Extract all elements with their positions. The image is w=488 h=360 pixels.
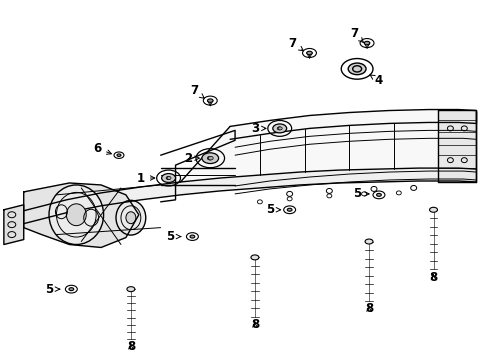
Text: 5: 5 [352, 188, 368, 201]
Text: 8: 8 [250, 318, 259, 331]
Text: 6: 6 [93, 142, 111, 155]
Ellipse shape [69, 288, 74, 291]
Ellipse shape [347, 63, 366, 75]
Ellipse shape [364, 41, 369, 45]
Ellipse shape [202, 153, 218, 163]
Ellipse shape [66, 204, 86, 226]
Ellipse shape [286, 208, 291, 211]
Text: 8: 8 [428, 271, 437, 284]
Ellipse shape [208, 156, 213, 160]
Text: 5: 5 [166, 230, 181, 243]
Ellipse shape [116, 201, 145, 235]
Text: 5: 5 [265, 203, 280, 216]
Ellipse shape [207, 156, 212, 160]
Polygon shape [180, 109, 475, 182]
Ellipse shape [167, 176, 171, 180]
Ellipse shape [306, 51, 312, 55]
Polygon shape [438, 109, 475, 182]
Ellipse shape [365, 239, 372, 244]
Ellipse shape [127, 287, 135, 292]
Ellipse shape [272, 124, 286, 133]
Ellipse shape [278, 127, 282, 130]
Text: 7: 7 [349, 27, 363, 42]
Ellipse shape [250, 255, 258, 260]
Text: 8: 8 [364, 302, 372, 315]
Polygon shape [24, 183, 139, 247]
Text: 4: 4 [369, 74, 382, 87]
Ellipse shape [428, 207, 437, 212]
Polygon shape [230, 109, 475, 139]
Text: 7: 7 [288, 37, 303, 51]
Ellipse shape [190, 235, 194, 238]
Ellipse shape [162, 174, 175, 183]
Text: 5: 5 [45, 283, 60, 296]
Ellipse shape [277, 127, 281, 130]
Polygon shape [4, 205, 24, 244]
Ellipse shape [207, 99, 213, 102]
Ellipse shape [376, 193, 381, 196]
Text: 1: 1 [137, 171, 155, 185]
Text: 8: 8 [126, 340, 135, 353]
Text: 7: 7 [190, 84, 204, 98]
Polygon shape [24, 168, 475, 224]
Ellipse shape [166, 176, 170, 180]
Ellipse shape [126, 212, 136, 224]
Text: 3: 3 [250, 122, 265, 135]
Text: 2: 2 [184, 152, 199, 165]
Ellipse shape [277, 127, 281, 130]
Ellipse shape [166, 176, 170, 180]
Ellipse shape [49, 185, 103, 244]
Ellipse shape [207, 156, 212, 160]
Ellipse shape [117, 154, 121, 157]
